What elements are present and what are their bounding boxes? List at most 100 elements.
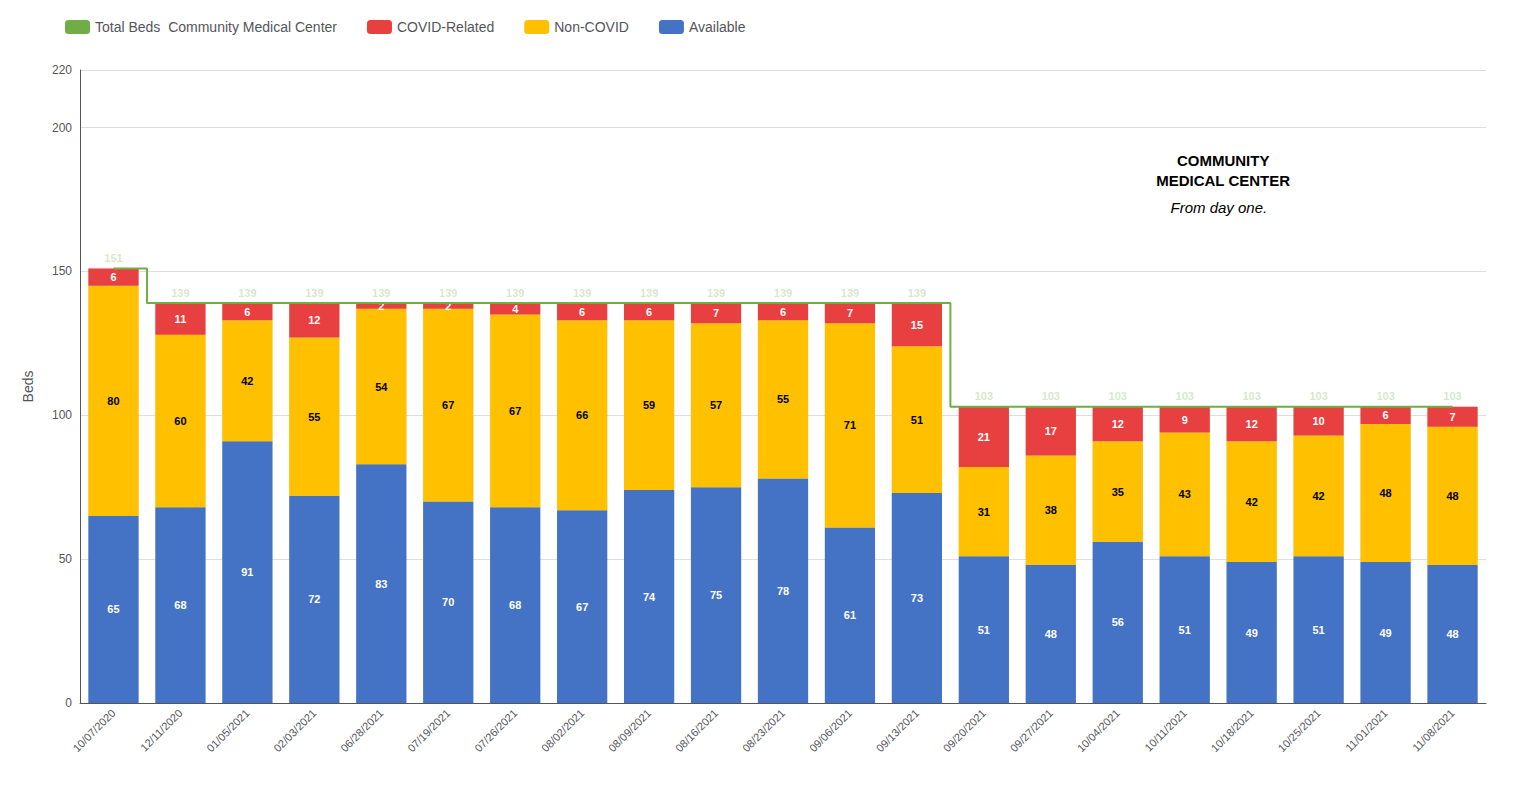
svg-text:139: 139 <box>573 287 591 299</box>
svg-text:103: 103 <box>1309 390 1327 402</box>
svg-text:60: 60 <box>174 415 186 427</box>
svg-text:Total Beds Community Medical: Total Beds Community Medical Center <box>95 19 337 35</box>
svg-text:12/11/2020: 12/11/2020 <box>138 707 185 754</box>
svg-text:139: 139 <box>908 287 926 299</box>
svg-text:139: 139 <box>305 287 323 299</box>
svg-text:12: 12 <box>1246 418 1258 430</box>
svg-text:103: 103 <box>1443 390 1461 402</box>
svg-text:48: 48 <box>1446 628 1458 640</box>
svg-text:08/09/2021: 08/09/2021 <box>606 707 653 754</box>
svg-text:35: 35 <box>1112 486 1124 498</box>
svg-text:200: 200 <box>52 121 72 135</box>
svg-text:139: 139 <box>841 287 859 299</box>
svg-text:139: 139 <box>372 287 390 299</box>
svg-text:75: 75 <box>710 589 722 601</box>
svg-text:10/18/2021: 10/18/2021 <box>1209 707 1256 754</box>
svg-text:6: 6 <box>110 271 116 283</box>
svg-text:103: 103 <box>1376 390 1394 402</box>
svg-text:12: 12 <box>1112 418 1124 430</box>
svg-text:9: 9 <box>1182 414 1188 426</box>
svg-text:10/11/2021: 10/11/2021 <box>1142 707 1189 754</box>
svg-text:11: 11 <box>175 313 187 325</box>
svg-text:38: 38 <box>1045 504 1057 516</box>
svg-text:2: 2 <box>445 300 451 312</box>
svg-text:67: 67 <box>442 399 454 411</box>
svg-text:71: 71 <box>844 419 856 431</box>
svg-text:48: 48 <box>1379 487 1391 499</box>
svg-text:7: 7 <box>847 307 853 319</box>
svg-text:91: 91 <box>241 566 253 578</box>
svg-text:10/25/2021: 10/25/2021 <box>1275 707 1322 754</box>
svg-text:08/02/2021: 08/02/2021 <box>539 707 586 754</box>
svg-text:09/27/2021: 09/27/2021 <box>1008 707 1055 754</box>
svg-text:80: 80 <box>107 395 119 407</box>
svg-text:6: 6 <box>244 306 250 318</box>
svg-text:139: 139 <box>238 287 256 299</box>
svg-text:09/06/2021: 09/06/2021 <box>807 707 854 754</box>
svg-text:55: 55 <box>308 411 320 423</box>
svg-text:6: 6 <box>579 306 585 318</box>
svg-text:56: 56 <box>1112 616 1124 628</box>
svg-text:43: 43 <box>1179 488 1191 500</box>
svg-text:74: 74 <box>643 591 656 603</box>
svg-text:51: 51 <box>1179 624 1191 636</box>
svg-text:220: 220 <box>52 63 72 77</box>
svg-text:6: 6 <box>646 306 652 318</box>
svg-text:57: 57 <box>710 399 722 411</box>
svg-text:09/13/2021: 09/13/2021 <box>874 707 921 754</box>
svg-text:42: 42 <box>1246 496 1258 508</box>
svg-text:06/28/2021: 06/28/2021 <box>338 707 385 754</box>
svg-text:6: 6 <box>780 306 786 318</box>
svg-text:78: 78 <box>777 585 789 597</box>
svg-text:139: 139 <box>774 287 792 299</box>
svg-text:55: 55 <box>777 393 789 405</box>
svg-text:51: 51 <box>978 624 990 636</box>
svg-text:07/19/2021: 07/19/2021 <box>405 707 452 754</box>
svg-text:66: 66 <box>576 409 588 421</box>
svg-text:61: 61 <box>844 609 856 621</box>
svg-text:2: 2 <box>378 300 384 312</box>
svg-text:Non-COVID: Non-COVID <box>554 19 629 35</box>
svg-text:150: 150 <box>52 264 72 278</box>
svg-text:103: 103 <box>975 390 993 402</box>
svg-text:103: 103 <box>1109 390 1127 402</box>
svg-text:48: 48 <box>1045 628 1057 640</box>
svg-text:21: 21 <box>978 431 990 443</box>
svg-text:72: 72 <box>308 593 320 605</box>
svg-text:15: 15 <box>911 319 923 331</box>
svg-text:MEDICAL CENTER: MEDICAL CENTER <box>1156 172 1290 189</box>
svg-text:COMMUNITY: COMMUNITY <box>1177 152 1270 169</box>
svg-text:49: 49 <box>1379 627 1391 639</box>
svg-text:02/03/2021: 02/03/2021 <box>271 707 318 754</box>
svg-text:10/07/2020: 10/07/2020 <box>70 707 117 754</box>
svg-text:49: 49 <box>1246 627 1258 639</box>
svg-text:83: 83 <box>375 578 387 590</box>
svg-text:07/26/2021: 07/26/2021 <box>472 707 519 754</box>
svg-text:COVID-Related: COVID-Related <box>397 19 494 35</box>
svg-text:10/04/2021: 10/04/2021 <box>1075 707 1122 754</box>
svg-text:12: 12 <box>308 314 320 326</box>
svg-text:67: 67 <box>509 405 521 417</box>
svg-text:From day one.: From day one. <box>1170 199 1267 216</box>
svg-text:31: 31 <box>978 506 990 518</box>
svg-text:42: 42 <box>1312 490 1324 502</box>
svg-text:51: 51 <box>911 414 923 426</box>
svg-text:08/16/2021: 08/16/2021 <box>673 707 720 754</box>
svg-text:139: 139 <box>707 287 725 299</box>
svg-text:59: 59 <box>643 399 655 411</box>
svg-text:65: 65 <box>107 603 119 615</box>
svg-text:11/08/2021: 11/08/2021 <box>1410 707 1457 754</box>
svg-text:70: 70 <box>442 596 454 608</box>
svg-text:6: 6 <box>1383 409 1389 421</box>
svg-text:100: 100 <box>52 408 72 422</box>
svg-text:54: 54 <box>375 381 388 393</box>
svg-text:Beds: Beds <box>20 371 36 403</box>
svg-text:01/05/2021: 01/05/2021 <box>204 707 251 754</box>
svg-text:7: 7 <box>1449 411 1455 423</box>
svg-text:50: 50 <box>59 552 73 566</box>
svg-text:103: 103 <box>1176 390 1194 402</box>
svg-text:10: 10 <box>1312 415 1324 427</box>
svg-text:09/20/2021: 09/20/2021 <box>941 707 988 754</box>
svg-text:139: 139 <box>171 287 189 299</box>
svg-text:11/01/2021: 11/01/2021 <box>1343 707 1390 754</box>
